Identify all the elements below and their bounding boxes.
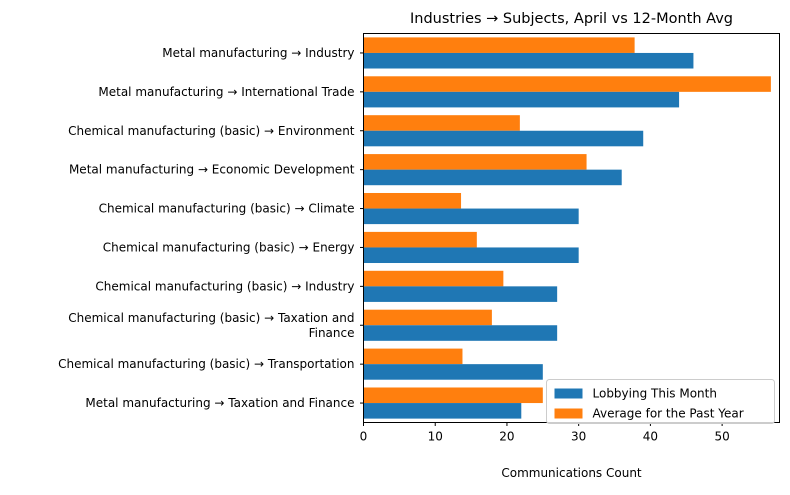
bar-average-past-year <box>363 348 463 365</box>
legend-label: Lobbying This Month <box>593 387 717 401</box>
y-tick-label: Metal manufacturing → International Trad… <box>98 85 354 99</box>
bar-average-past-year <box>363 192 462 209</box>
x-axis: 0 10 20 30 40 50 <box>360 422 730 444</box>
legend-swatch <box>554 408 583 419</box>
bar-average-past-year <box>363 154 587 170</box>
y-tick-label: Chemical manufacturing (basic) → Energy <box>103 240 355 254</box>
legend-swatch <box>554 388 583 399</box>
bar-average-past-year <box>363 387 543 404</box>
x-tick-label: 10 <box>428 430 443 444</box>
y-tick-label: Metal manufacturing → Economic Developme… <box>69 163 355 177</box>
y-tick-label: Metal manufacturing → Industry <box>162 46 354 60</box>
legend: Lobbying This Month Average for the Past … <box>546 379 775 424</box>
legend-box <box>546 379 775 424</box>
bar-lobbying-this-month <box>363 403 522 419</box>
bar-lobbying-this-month <box>363 247 579 264</box>
y-tick-label: Chemical manufacturing (basic) → Climate <box>99 202 355 216</box>
bars-group <box>363 37 771 419</box>
y-tick-label: Chemical manufacturing (basic) → Industr… <box>95 279 354 293</box>
bar-lobbying-this-month <box>363 169 622 186</box>
y-tick-label: Finance <box>309 326 355 340</box>
bar-average-past-year <box>363 270 504 287</box>
y-tick-label: Metal manufacturing → Taxation and Finan… <box>85 396 354 410</box>
y-tick-label: Chemical manufacturing (basic) → Transpo… <box>58 357 354 371</box>
y-axis: Metal manufacturing → Industry Metal manu… <box>58 46 364 410</box>
chart-title: Industries → Subjects, April vs 12-Month… <box>410 11 733 27</box>
x-tick-label: 20 <box>499 430 514 444</box>
y-tick-label: Chemical manufacturing (basic) → Taxatio… <box>68 311 354 325</box>
legend-label: Average for the Past Year <box>593 407 744 421</box>
y-tick-label: Chemical manufacturing (basic) → Environ… <box>68 124 355 138</box>
bar-average-past-year <box>363 309 492 326</box>
bar-lobbying-this-month <box>363 364 543 380</box>
bar-lobbying-this-month <box>363 286 558 302</box>
x-tick-label: 0 <box>360 430 368 444</box>
bar-lobbying-this-month <box>363 208 579 225</box>
bar-average-past-year <box>363 76 771 92</box>
bar-lobbying-this-month <box>363 52 694 69</box>
bar-lobbying-this-month <box>363 130 644 147</box>
bar-lobbying-this-month <box>363 91 680 108</box>
bar-average-past-year <box>363 115 520 131</box>
x-tick-label: 40 <box>643 430 658 444</box>
x-tick-label: 50 <box>714 430 729 444</box>
bar-average-past-year <box>363 231 477 248</box>
bar-lobbying-this-month <box>363 325 558 341</box>
bar-average-past-year <box>363 37 635 53</box>
x-tick-label: 30 <box>571 430 586 444</box>
x-axis-label: Communications Count <box>501 466 642 480</box>
